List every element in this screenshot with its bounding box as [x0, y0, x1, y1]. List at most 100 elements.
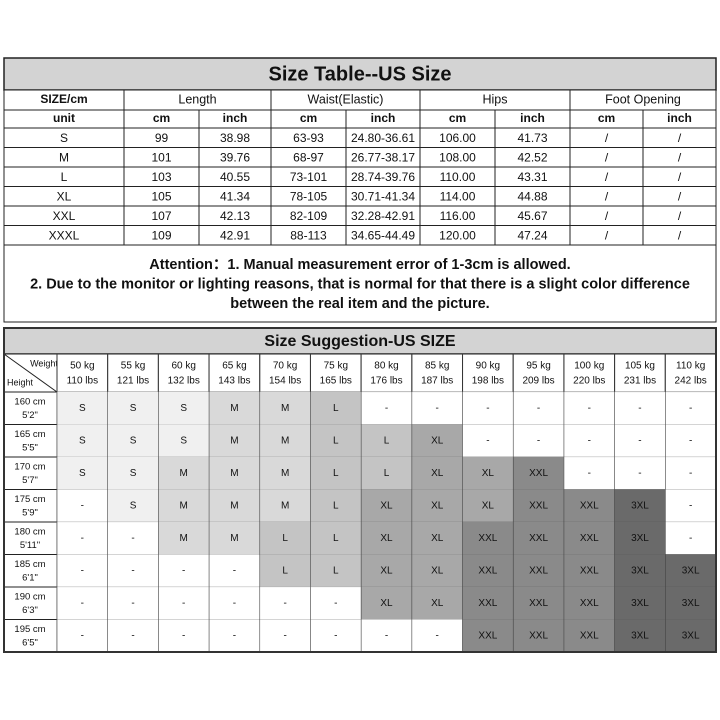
size-text: XL: [431, 598, 444, 609]
corner-weight: Weight: [30, 358, 58, 368]
size-cell: [563, 586, 615, 620]
size-text: XXL: [478, 598, 497, 609]
size-cell: [310, 489, 362, 523]
data-text: 42.13: [220, 209, 250, 223]
size-text: L: [282, 533, 288, 544]
attention-text: between the real item and the picture.: [230, 296, 489, 312]
weight-kg: 80 kg: [374, 361, 398, 372]
size-text: L: [333, 468, 339, 479]
size-cell: [208, 586, 261, 620]
data-text: 108.00: [439, 150, 476, 164]
size-text: -: [182, 565, 185, 576]
height-ft: 6'1": [22, 572, 38, 583]
size-cell: [512, 521, 565, 555]
size-cell: [56, 521, 108, 555]
data-text: XXL: [53, 209, 76, 223]
size-cell: [462, 489, 514, 523]
data-text: L: [61, 170, 68, 184]
data-text: M: [59, 150, 69, 164]
size-text: -: [689, 500, 692, 511]
data-text: 82-109: [290, 209, 328, 223]
data-text: 109: [151, 228, 171, 242]
size-text: XXL: [529, 533, 548, 544]
data-text: /: [678, 170, 682, 184]
size-cell: [462, 391, 514, 425]
size-text: -: [131, 533, 134, 544]
size-cell: [107, 619, 159, 653]
data-text: /: [678, 150, 682, 164]
attention-text: 2. Due to the monitor or lighting reason…: [30, 276, 690, 292]
size-text: -: [182, 630, 185, 641]
size-text: XL: [431, 500, 444, 511]
size-cell: [107, 456, 159, 490]
height-cell: [3, 619, 58, 653]
size-text: XXL: [478, 565, 497, 576]
size-cell: [259, 521, 311, 555]
size-text: XXL: [478, 630, 497, 641]
data-text: 26.77-38.17: [351, 150, 415, 164]
height-cell: [3, 424, 58, 458]
size-text: L: [333, 435, 339, 446]
weight-kg: 85 kg: [425, 361, 449, 372]
size-text: -: [588, 468, 591, 479]
height-cm: 195 cm: [14, 624, 45, 635]
size-text: -: [182, 598, 185, 609]
size-cell: [512, 391, 565, 425]
size-cell: [614, 619, 666, 653]
size-text: S: [130, 500, 137, 511]
size-text: -: [385, 630, 388, 641]
weight-lbs: 165 lbs: [320, 376, 352, 387]
size-text: XXL: [580, 630, 599, 641]
height-ft: 5'9": [22, 507, 38, 518]
suggestion-border: [3, 327, 717, 653]
size-cell: [158, 521, 210, 555]
height-cm: 180 cm: [14, 526, 45, 537]
size-cell: [360, 586, 413, 620]
data-text: 39.76: [220, 150, 250, 164]
data-text: 78-105: [290, 189, 328, 203]
size-text: -: [638, 403, 641, 414]
weight-kg: 60 kg: [171, 361, 195, 372]
data-text: 103: [151, 170, 171, 184]
size-text: -: [81, 565, 84, 576]
data-text: XL: [57, 189, 72, 203]
unit-text: cm: [153, 111, 170, 125]
size-cell: [614, 521, 666, 555]
size-cell: [158, 391, 210, 425]
table-title: Size Table--US Size: [268, 63, 451, 85]
size-cell: [56, 391, 108, 425]
weight-lbs: 154 lbs: [269, 376, 301, 387]
size-cell: [614, 586, 666, 620]
data-text: 40.55: [220, 170, 250, 184]
unit-text: unit: [53, 111, 75, 125]
height-ft: 6'3": [22, 605, 38, 616]
size-text: -: [486, 435, 489, 446]
data-text: 88-113: [290, 228, 327, 242]
size-cell: [360, 554, 413, 588]
size-text: M: [230, 468, 238, 479]
size-text: M: [281, 500, 289, 511]
size-text: -: [81, 500, 84, 511]
size-cell: [563, 489, 615, 523]
size-text: -: [436, 630, 439, 641]
size-text: -: [233, 598, 236, 609]
data-text: 43.31: [517, 170, 547, 184]
size-cell: [665, 456, 717, 490]
size-cell: [360, 424, 413, 458]
size-cell: [462, 586, 514, 620]
attention-text: Attention：1. Manual measurement error of…: [149, 257, 570, 273]
size-text: -: [385, 403, 388, 414]
data-text: 106.00: [439, 131, 476, 145]
size-cell: [614, 424, 666, 458]
unit-text: inch: [223, 111, 248, 125]
size-text: XXL: [478, 533, 497, 544]
height-ft: 5'7": [22, 475, 38, 486]
size-cell: [411, 586, 463, 620]
size-text: -: [588, 435, 591, 446]
size-cell: [107, 424, 159, 458]
size-text: XXL: [580, 598, 599, 609]
size-text: S: [180, 403, 187, 414]
data-text: 120.00: [439, 228, 476, 242]
size-text: M: [281, 435, 289, 446]
